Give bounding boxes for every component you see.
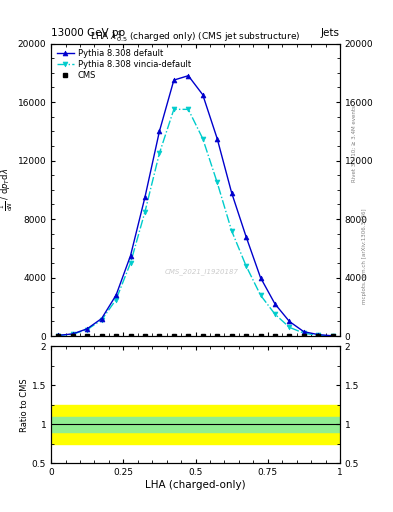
Pythia 8.308 vincia-default <box>200 136 205 142</box>
Text: Rivet 3.1.10; ≥ 3.4M events: Rivet 3.1.10; ≥ 3.4M events <box>352 105 357 182</box>
Pythia 8.308 vincia-default <box>70 331 75 337</box>
Pythia 8.308 vincia-default <box>171 106 176 113</box>
Pythia 8.308 default <box>128 252 133 259</box>
Pythia 8.308 vincia-default <box>186 106 191 113</box>
Text: CMS_2021_I1920187: CMS_2021_I1920187 <box>164 268 238 275</box>
Pythia 8.308 default <box>331 333 335 339</box>
Pythia 8.308 default <box>316 332 321 338</box>
Legend: Pythia 8.308 default, Pythia 8.308 vincia-default, CMS: Pythia 8.308 default, Pythia 8.308 vinci… <box>55 48 193 81</box>
Line: Pythia 8.308 vincia-default: Pythia 8.308 vincia-default <box>56 107 335 338</box>
Pythia 8.308 vincia-default <box>114 296 118 303</box>
Pythia 8.308 vincia-default <box>301 330 306 336</box>
Pythia 8.308 default <box>244 233 248 240</box>
Line: Pythia 8.308 default: Pythia 8.308 default <box>56 73 335 338</box>
Text: mcplots.cern.ch [arXiv:1306.3436]: mcplots.cern.ch [arXiv:1306.3436] <box>362 208 367 304</box>
Pythia 8.308 vincia-default <box>244 263 248 269</box>
Pythia 8.308 default <box>301 329 306 335</box>
Pythia 8.308 default <box>258 274 263 281</box>
Text: 13000 GeV pp: 13000 GeV pp <box>51 28 125 38</box>
X-axis label: LHA (charged-only): LHA (charged-only) <box>145 480 246 490</box>
Y-axis label: Ratio to CMS: Ratio to CMS <box>20 378 29 432</box>
Pythia 8.308 vincia-default <box>215 179 220 185</box>
Pythia 8.308 vincia-default <box>258 292 263 298</box>
Pythia 8.308 vincia-default <box>56 332 61 338</box>
Pythia 8.308 default <box>171 77 176 83</box>
Y-axis label: $\frac{1}{\mathrm{d}N}$ / $\mathrm{d} p_T \mathrm{d}\lambda$: $\frac{1}{\mathrm{d}N}$ / $\mathrm{d} p_… <box>0 168 15 211</box>
Pythia 8.308 vincia-default <box>316 332 321 338</box>
Pythia 8.308 default <box>114 292 118 298</box>
Pythia 8.308 default <box>287 318 292 325</box>
Pythia 8.308 default <box>215 136 220 142</box>
Pythia 8.308 default <box>99 315 104 322</box>
Pythia 8.308 vincia-default <box>128 260 133 266</box>
Pythia 8.308 default <box>186 73 191 79</box>
Pythia 8.308 vincia-default <box>99 317 104 323</box>
Pythia 8.308 default <box>273 301 277 307</box>
Pythia 8.308 vincia-default <box>229 228 234 234</box>
Pythia 8.308 vincia-default <box>331 333 335 339</box>
Title: LHA $\lambda^{1}_{0.5}$ (charged only) (CMS jet substructure): LHA $\lambda^{1}_{0.5}$ (charged only) (… <box>90 29 301 44</box>
Pythia 8.308 vincia-default <box>143 209 147 215</box>
Pythia 8.308 default <box>200 92 205 98</box>
Pythia 8.308 default <box>70 331 75 337</box>
Pythia 8.308 vincia-default <box>157 150 162 156</box>
Pythia 8.308 default <box>85 326 90 332</box>
Pythia 8.308 vincia-default <box>85 327 90 333</box>
Pythia 8.308 default <box>143 194 147 200</box>
Text: Jets: Jets <box>321 28 340 38</box>
Pythia 8.308 default <box>229 189 234 196</box>
Pythia 8.308 default <box>157 128 162 134</box>
Pythia 8.308 vincia-default <box>273 311 277 317</box>
Pythia 8.308 default <box>56 332 61 338</box>
Pythia 8.308 vincia-default <box>287 324 292 330</box>
